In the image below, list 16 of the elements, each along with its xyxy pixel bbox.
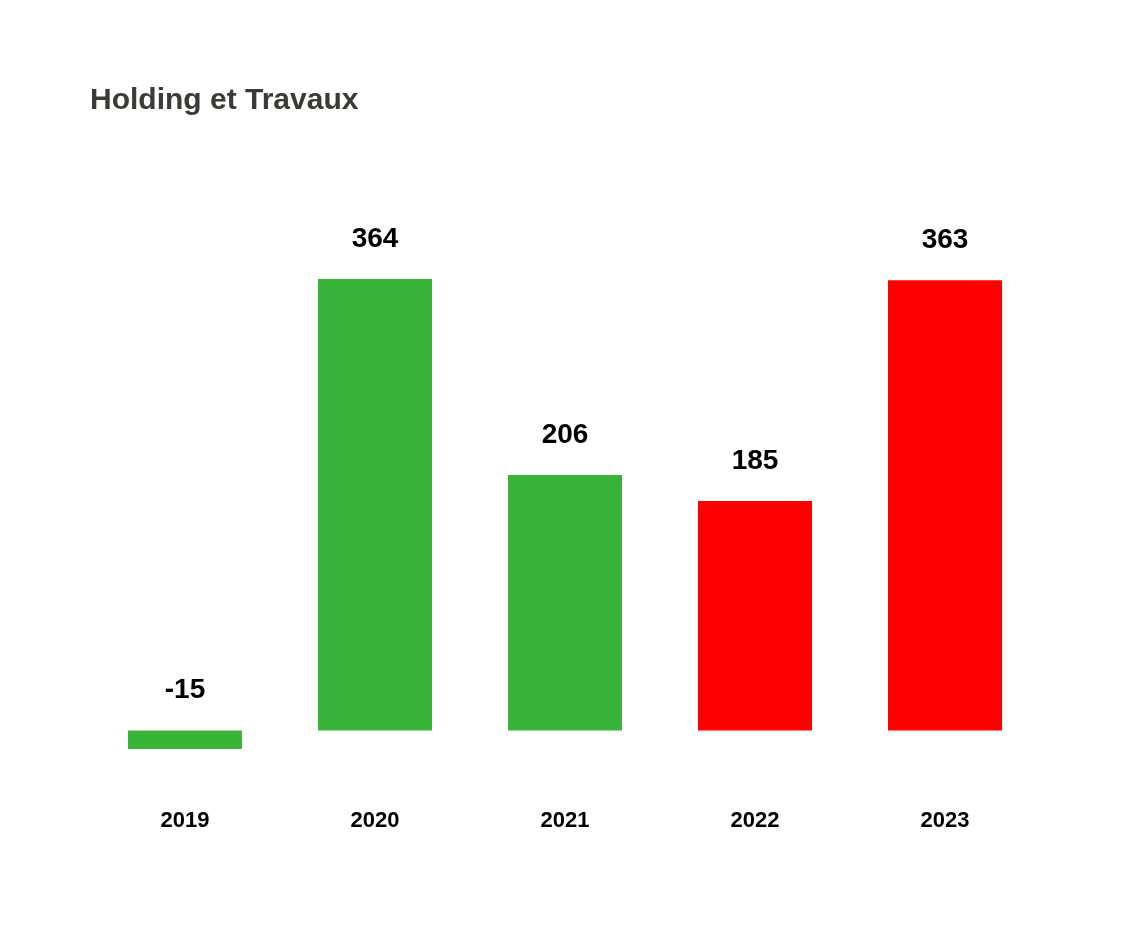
data-label: 185 <box>731 443 779 475</box>
data-label: 364 <box>351 222 399 253</box>
x-tick-label: 2023 <box>920 806 970 832</box>
bar <box>888 280 1002 731</box>
x-tick-label: 2021 <box>540 806 590 832</box>
bar <box>508 474 622 731</box>
chart-title: Holding et Travaux <box>90 82 359 115</box>
bar <box>318 279 432 731</box>
x-tick-label: 2019 <box>160 806 210 832</box>
data-label: 363 <box>921 223 969 255</box>
x-tick-label: 2020 <box>350 806 400 832</box>
data-label: 206 <box>541 417 589 449</box>
data-label: -15 <box>164 673 206 705</box>
x-tick-label: 2022 <box>730 806 780 832</box>
bar <box>698 500 812 731</box>
bar <box>128 730 242 749</box>
